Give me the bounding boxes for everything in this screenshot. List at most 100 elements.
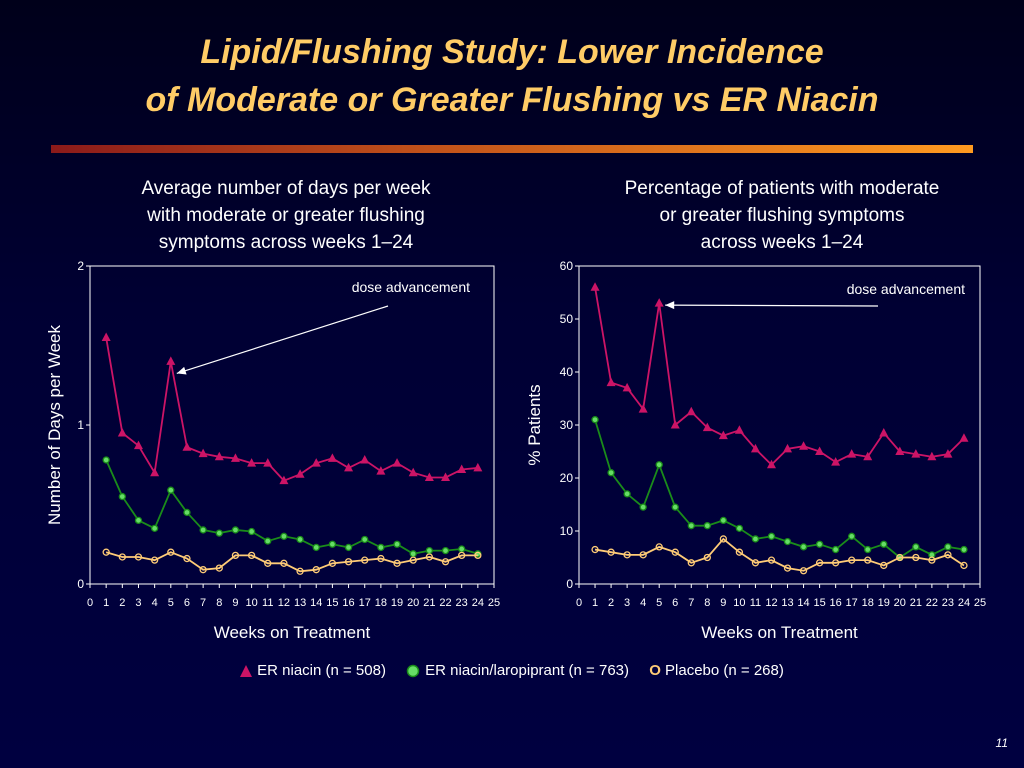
right-point-er_niacin_laropiprant xyxy=(831,545,840,554)
left-point-placebo xyxy=(344,558,353,566)
left-plot-frame xyxy=(89,265,495,585)
right-point-er_niacin_laropiprant xyxy=(799,543,808,551)
right-series-line-placebo xyxy=(594,537,965,572)
left-point-er_niacin xyxy=(473,462,483,472)
left-point-er_niacin xyxy=(166,356,176,365)
right-point-er_niacin_laropiprant xyxy=(928,551,936,559)
left-point-er_niacin_laropiprant xyxy=(377,543,385,552)
right-y-tick-label: 20 xyxy=(560,471,574,485)
right-point-er_niacin xyxy=(815,446,825,455)
left-point-er_niacin xyxy=(182,442,192,451)
legend-item-placebo: O Placebo (n = 268) xyxy=(649,662,784,679)
right-point-placebo xyxy=(767,556,776,564)
right-point-er_niacin xyxy=(927,451,937,461)
left-point-er_niacin xyxy=(279,475,289,485)
right-point-placebo xyxy=(671,548,679,556)
right-x-tick-label: 4 xyxy=(640,597,646,609)
left-point-er_niacin_laropiprant xyxy=(425,546,434,555)
right-annotation-arrowhead xyxy=(665,301,675,310)
left-point-placebo xyxy=(167,548,175,556)
right-point-placebo xyxy=(655,543,663,551)
left-point-er_niacin xyxy=(198,448,208,458)
right-chart-title-line-1: Percentage of patients with moderate xyxy=(624,178,940,199)
right-point-er_niacin_laropiprant xyxy=(815,540,824,548)
left-x-tick-label: 21 xyxy=(423,597,435,609)
left-point-er_niacin xyxy=(263,458,273,467)
triangle-marker-icon xyxy=(240,665,253,678)
left-point-er_niacin_laropiprant xyxy=(344,543,353,552)
right-y-tick-label: 30 xyxy=(560,418,574,432)
right-point-er_niacin_laropiprant xyxy=(687,522,695,530)
right-x-tick-label: 24 xyxy=(958,597,970,609)
left-point-er_niacin_laropiprant xyxy=(167,486,175,494)
left-x-tick-label: 11 xyxy=(262,597,273,609)
right-point-placebo xyxy=(783,564,792,572)
right-point-er_niacin xyxy=(959,433,969,442)
left-point-placebo xyxy=(280,559,288,567)
title-divider xyxy=(51,145,973,153)
right-point-er_niacin_laropiprant xyxy=(783,537,792,546)
legend-item-er-niacin: ER niacin (n = 508) xyxy=(240,662,386,679)
right-point-placebo xyxy=(719,535,728,543)
left-annotation-arrowhead xyxy=(176,366,187,375)
right-x-tick-label: 22 xyxy=(926,597,938,609)
legend-label-er-niacin-laropiprant: ER niacin/laropiprant (n = 763) xyxy=(425,662,630,679)
right-series-line-er_niacin_laropiprant xyxy=(594,419,965,559)
right-x-tick-label: 11 xyxy=(750,597,761,609)
left-point-er_niacin_laropiprant xyxy=(264,537,272,545)
right-point-placebo xyxy=(880,561,888,570)
right-x-tick-label: 18 xyxy=(862,597,874,609)
left-point-er_niacin xyxy=(101,332,111,342)
left-point-er_niacin_laropiprant xyxy=(150,524,159,532)
left-point-placebo xyxy=(441,558,450,566)
right-x-tick-label: 20 xyxy=(894,597,906,609)
right-plot-frame xyxy=(578,265,981,585)
right-point-er_niacin xyxy=(654,298,664,307)
left-point-er_niacin_laropiprant xyxy=(215,529,223,537)
left-point-placebo xyxy=(425,553,434,561)
left-chart-title-line-3: symptoms across weeks 1–24 xyxy=(158,232,414,253)
right-point-er_niacin_laropiprant xyxy=(751,535,760,543)
left-x-tick-label: 24 xyxy=(472,597,484,609)
right-x-tick-label: 10 xyxy=(733,597,745,609)
left-point-placebo xyxy=(458,551,466,560)
right-point-placebo xyxy=(944,551,952,559)
right-point-er_niacin xyxy=(766,459,776,469)
left-chart-title-line-2: with moderate or greater flushing xyxy=(147,205,425,226)
right-point-er_niacin_laropiprant xyxy=(944,543,952,551)
left-point-er_niacin xyxy=(327,453,337,462)
right-point-er_niacin xyxy=(606,377,616,387)
right-point-placebo xyxy=(703,553,711,562)
right-point-er_niacin xyxy=(670,420,680,429)
right-point-er_niacin xyxy=(638,404,648,413)
right-x-tick-label: 2 xyxy=(608,597,614,609)
left-x-tick-label: 6 xyxy=(184,597,190,609)
left-point-placebo xyxy=(312,566,320,574)
right-point-er_niacin_laropiprant xyxy=(591,416,599,424)
left-x-tick-label: 7 xyxy=(200,597,206,609)
left-point-placebo xyxy=(150,556,159,564)
right-point-placebo xyxy=(639,551,647,559)
left-point-placebo xyxy=(247,551,256,560)
right-x-tick-label: 7 xyxy=(688,597,694,609)
right-y-tick-label: 60 xyxy=(560,259,574,273)
left-x-tick-label: 25 xyxy=(488,597,500,609)
right-point-placebo xyxy=(799,567,808,575)
right-x-tick-label: 13 xyxy=(781,597,793,609)
right-point-placebo xyxy=(687,559,695,567)
left-point-er_niacin_laropiprant xyxy=(134,516,143,525)
right-point-placebo xyxy=(607,548,615,556)
right-point-er_niacin xyxy=(783,443,793,453)
left-point-er_niacin_laropiprant xyxy=(247,527,256,536)
right-point-er_niacin xyxy=(863,451,873,461)
right-annotation-arrow-line xyxy=(665,304,879,307)
left-point-er_niacin_laropiprant xyxy=(409,550,417,558)
right-point-er_niacin_laropiprant xyxy=(607,469,615,477)
right-x-tick-label: 8 xyxy=(704,597,710,609)
left-y-tick-label: 1 xyxy=(77,418,84,432)
left-x-tick-label: 0 xyxy=(87,597,93,609)
right-point-placebo xyxy=(623,551,631,559)
left-annotation-arrow-line xyxy=(176,305,389,374)
left-point-placebo xyxy=(264,559,272,567)
slide-title: Lipid/Flushing Study: Lower Incidence of… xyxy=(0,28,1024,124)
